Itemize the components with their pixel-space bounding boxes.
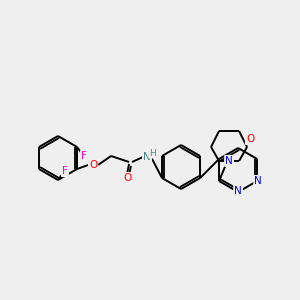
Text: N: N: [254, 176, 262, 186]
Text: O: O: [89, 160, 97, 170]
Text: F: F: [81, 151, 87, 161]
Text: N: N: [234, 186, 242, 196]
Text: H: H: [149, 148, 156, 158]
Text: F: F: [62, 166, 68, 176]
Text: O: O: [246, 134, 254, 144]
Text: N: N: [225, 156, 233, 166]
Text: O: O: [123, 173, 131, 183]
Text: N: N: [143, 152, 151, 162]
